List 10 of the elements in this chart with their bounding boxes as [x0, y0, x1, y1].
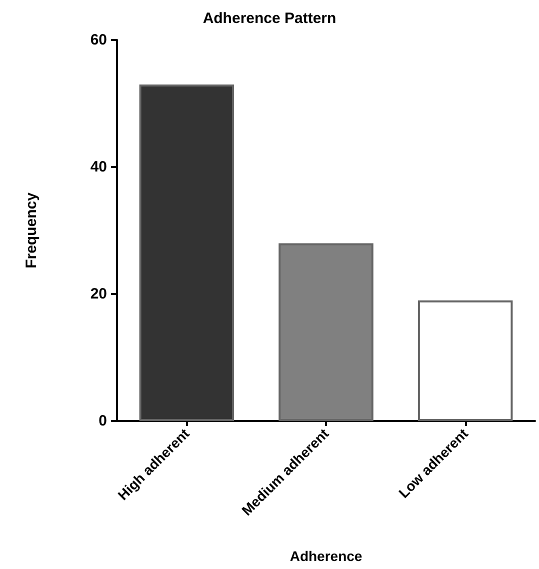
y-tick-label: 0 [98, 412, 107, 430]
y-axis-title: Frequency [23, 192, 40, 268]
bar [278, 243, 374, 421]
y-tick-label: 40 [90, 158, 107, 176]
y-tick-label: 20 [90, 286, 107, 302]
y-tick-label: 60 [90, 32, 107, 48]
chart-title: Adherence Pattern [202, 10, 336, 27]
x-axis-title: Adherence [290, 548, 362, 564]
bar [139, 84, 234, 421]
bar [418, 300, 513, 421]
